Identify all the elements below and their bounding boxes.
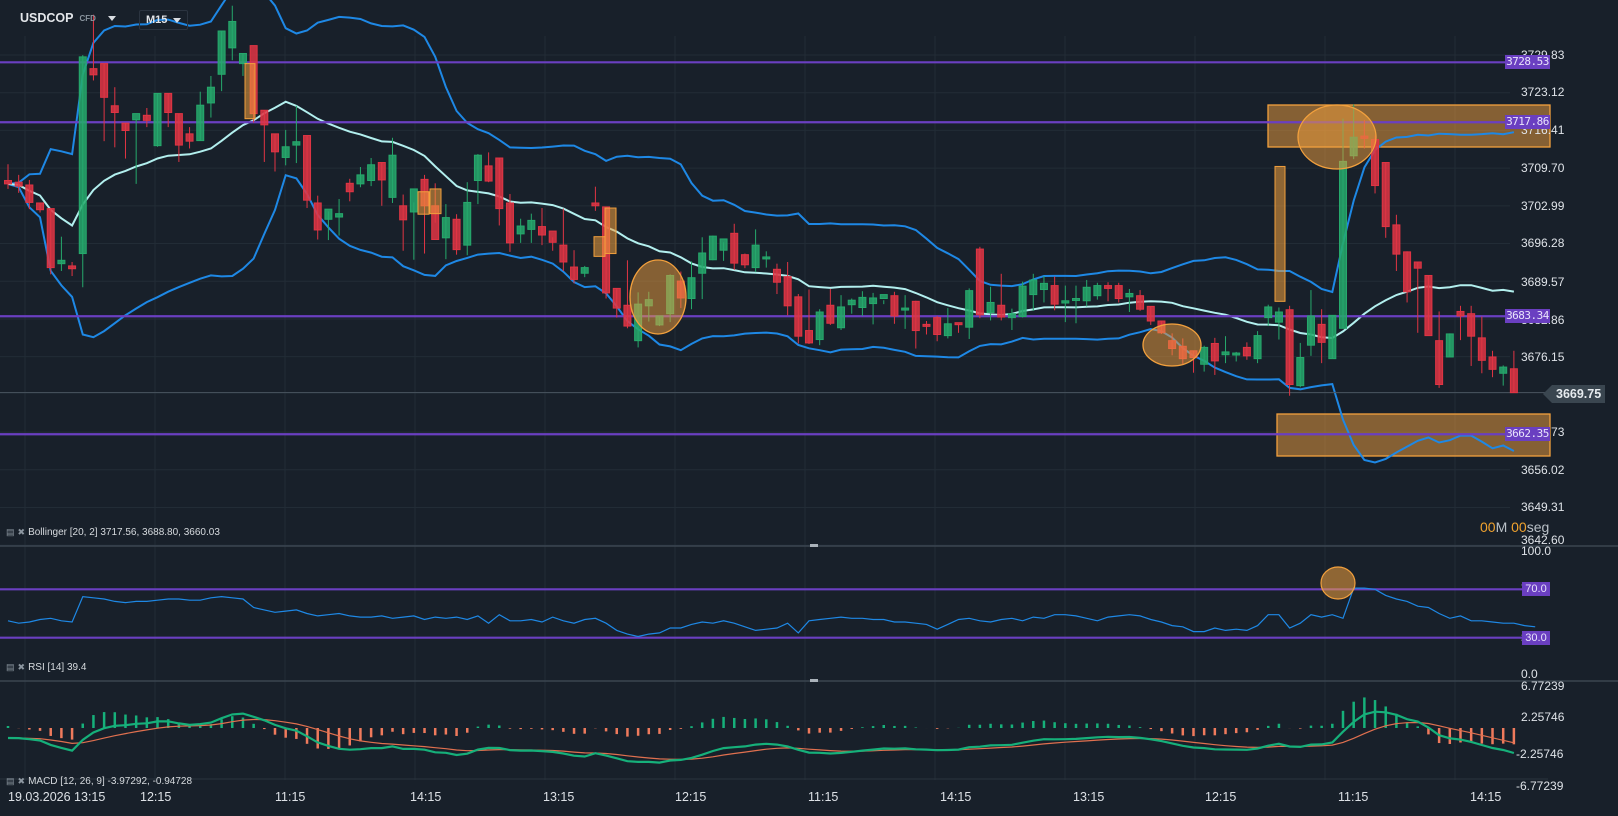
price-tick: 3689.57: [1521, 275, 1565, 289]
level-tag[interactable]: 3717.86: [1505, 115, 1550, 130]
time-tick: 11:15: [1338, 790, 1369, 804]
macd-label[interactable]: ▤ ✖ MACD [12, 26, 9] -3.97292, -0.94728: [6, 776, 193, 787]
chevron-down-icon: [173, 17, 182, 23]
rsi-tick: 100.0: [1521, 544, 1552, 558]
chevron-down-icon: [107, 15, 116, 21]
settings-icon[interactable]: ▤: [6, 527, 15, 537]
symbol-type: CFD: [79, 13, 96, 23]
time-tick: 13:15: [1073, 790, 1105, 804]
close-icon[interactable]: ✖: [17, 527, 26, 537]
level-tag[interactable]: 3683.34: [1505, 309, 1550, 324]
rsi-level-tag[interactable]: 30.0: [1522, 630, 1550, 645]
macd-tick: 6.77239: [1521, 679, 1565, 693]
close-icon[interactable]: ✖: [17, 662, 26, 672]
time-tick: 13:15: [543, 790, 575, 804]
time-tick: 12:15: [1205, 790, 1237, 804]
price-tick: 3702.99: [1521, 199, 1565, 213]
macd-tick: -6.77239: [1516, 779, 1564, 793]
macd-tick: -2.25746: [1516, 747, 1564, 761]
time-tick: 14:15: [1470, 790, 1502, 804]
price-tick: 3723.12: [1521, 85, 1565, 99]
level-tag[interactable]: 3728.53: [1505, 55, 1550, 70]
timeframe-value: M15: [146, 14, 168, 26]
level-tag[interactable]: 3662.35: [1505, 427, 1550, 442]
current-price-tag: 3669.75: [1542, 385, 1606, 403]
rsi-tick: 0.0: [1521, 667, 1538, 681]
symbol-name: USDCOP: [20, 11, 74, 25]
price-tick: 3696.28: [1521, 236, 1565, 250]
timeframe-selector[interactable]: M15: [139, 10, 189, 30]
close-icon[interactable]: ✖: [17, 776, 26, 786]
time-tick: 12:15: [140, 790, 172, 804]
price-tick: 3642.60: [1521, 533, 1565, 547]
settings-icon[interactable]: ▤: [6, 776, 15, 786]
time-tick: 11:15: [808, 790, 839, 804]
price-tick: 3676.15: [1521, 350, 1565, 364]
price-tick: 3709.70: [1521, 161, 1565, 175]
symbol-selector[interactable]: USDCOP CFD: [20, 11, 116, 25]
time-tick: 11:15: [275, 790, 306, 804]
rsi-label[interactable]: ▤ ✖ RSI [14] 39.4: [6, 662, 87, 673]
time-tick: 19.03.2026 13:15: [8, 790, 106, 804]
bollinger-label[interactable]: ▤ ✖ Bollinger [20, 2] 3717.56, 3688.80, …: [6, 527, 220, 538]
settings-icon[interactable]: ▤: [6, 662, 15, 672]
time-tick: 12:15: [675, 790, 707, 804]
macd-tick: 2.25746: [1521, 710, 1565, 724]
time-tick: 14:15: [940, 790, 972, 804]
price-tick: 3656.02: [1521, 463, 1565, 477]
rsi-level-tag[interactable]: 70.0: [1522, 582, 1550, 597]
time-tick: 14:15: [410, 790, 442, 804]
candle-timer: 00M 00seg: [1480, 519, 1550, 535]
price-tick: 3649.31: [1521, 500, 1565, 514]
